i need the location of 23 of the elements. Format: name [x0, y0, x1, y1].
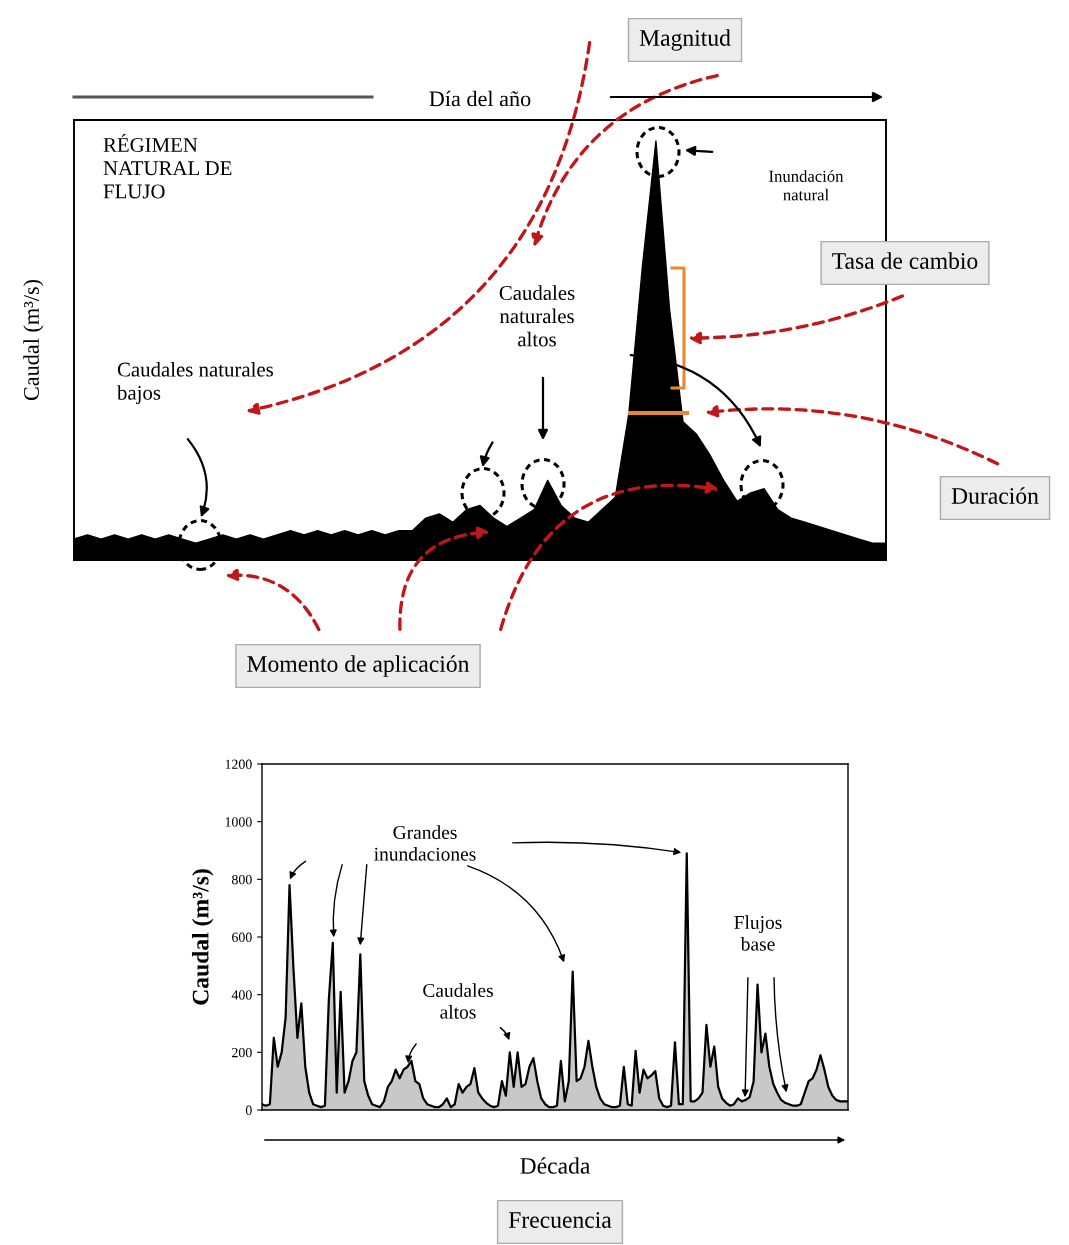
annotation: Caudales altos	[423, 983, 493, 1019]
x-axis-title: Día del año	[429, 90, 531, 107]
text: Duración	[951, 487, 1039, 504]
annotation: Inundación natural	[769, 170, 844, 201]
y-tick-label: 800	[231, 874, 252, 885]
annotation: Caudales naturales bajos	[117, 361, 274, 405]
annotation: RÉGIMEN NATURAL DE FLUJO	[103, 133, 232, 199]
annotation: Tasa de cambio	[832, 252, 978, 269]
y-tick-label: 400	[231, 990, 252, 1000]
y-tick-label: 0	[245, 1105, 252, 1115]
text: Magnitud	[639, 29, 731, 51]
y-tick-label: 1200	[225, 759, 252, 769]
annotation: Flujos base	[734, 915, 782, 951]
y-axis-title: Caudal (m³/s)	[23, 279, 44, 401]
y-tick-label: 600	[232, 932, 252, 942]
annotation: Caudales naturales altos	[499, 285, 575, 347]
y-tick-label: 200	[232, 1047, 252, 1058]
text: Frecuencia	[508, 1212, 612, 1228]
y-axis-title: Caudal (m³/s)	[191, 869, 214, 1005]
y-tick-label: 1000	[225, 817, 252, 827]
annotation: Grandes inundaciones	[374, 825, 476, 861]
text: Momento de aplicación	[247, 655, 470, 677]
x-axis-title: Década	[520, 1157, 591, 1174]
